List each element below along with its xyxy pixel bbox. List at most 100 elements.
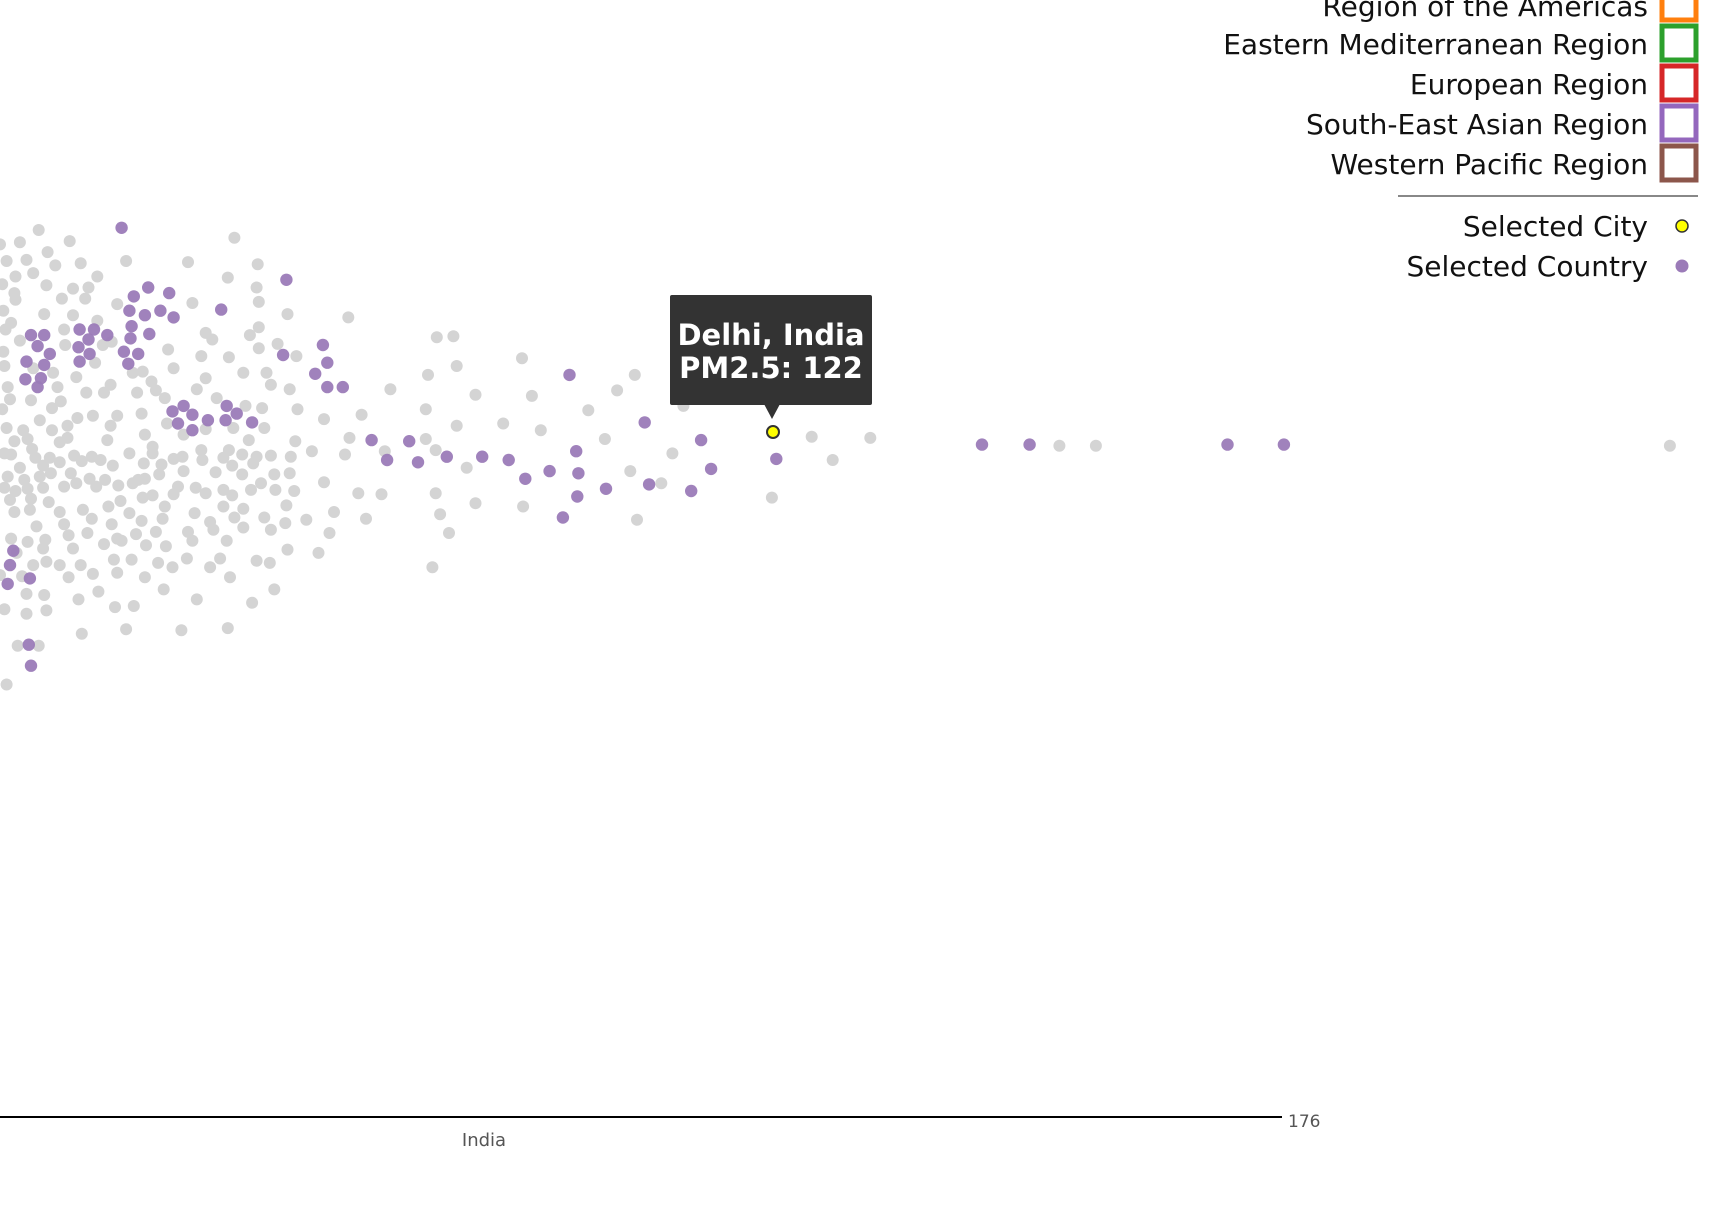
city-point-260[interactable] — [443, 527, 455, 539]
country-city-point-2[interactable] — [127, 290, 140, 303]
city-point-265[interactable] — [115, 534, 128, 547]
city-point-15[interactable] — [9, 270, 22, 283]
city-point-207[interactable] — [25, 492, 37, 505]
city-point-7[interactable] — [20, 253, 33, 266]
city-point-141[interactable] — [29, 451, 42, 464]
city-point-38[interactable] — [0, 323, 12, 336]
city-point-150[interactable] — [236, 448, 249, 461]
city-point-44[interactable] — [206, 333, 219, 346]
city-point-211[interactable] — [146, 489, 159, 502]
country-city-point-60[interactable] — [975, 438, 989, 451]
city-point-199[interactable] — [255, 477, 267, 490]
city-point-90[interactable] — [210, 392, 223, 405]
city-point-107[interactable] — [104, 419, 117, 432]
city-point-28[interactable] — [111, 298, 124, 311]
country-city-point-36[interactable] — [19, 373, 32, 386]
city-point-268[interactable] — [186, 534, 199, 547]
city-point-186[interactable] — [0, 481, 11, 494]
city-point-172[interactable] — [1, 470, 14, 483]
country-city-point-69[interactable] — [599, 482, 613, 495]
city-point-204[interactable] — [624, 465, 637, 478]
city-point-40[interactable] — [243, 329, 256, 342]
city-point-5[interactable] — [41, 246, 54, 259]
city-point-274[interactable] — [74, 559, 87, 572]
city-point-43[interactable] — [162, 343, 175, 356]
city-point-63[interactable] — [628, 368, 641, 381]
city-point-110[interactable] — [227, 422, 240, 434]
city-point-127[interactable] — [101, 434, 114, 447]
city-point-83[interactable] — [384, 383, 397, 396]
city-point-9[interactable] — [251, 258, 264, 271]
city-point-86[interactable] — [4, 393, 16, 406]
city-point-305[interactable] — [40, 604, 53, 617]
city-point-18[interactable] — [40, 279, 53, 292]
city-point-60[interactable] — [167, 362, 180, 375]
city-point-182[interactable] — [209, 466, 222, 479]
city-point-119[interactable] — [598, 433, 611, 445]
city-point-270[interactable] — [281, 543, 294, 556]
city-point-66[interactable] — [104, 378, 117, 391]
city-point-178[interactable] — [99, 473, 112, 486]
city-point-258[interactable] — [264, 523, 277, 536]
city-point-68[interactable] — [145, 375, 158, 388]
city-point-277[interactable] — [152, 556, 165, 569]
city-point-8[interactable] — [74, 257, 87, 270]
country-city-point-29[interactable] — [43, 347, 56, 361]
city-point-242[interactable] — [258, 511, 271, 524]
country-city-point-48[interactable] — [245, 416, 259, 429]
city-point-33[interactable] — [342, 311, 355, 324]
country-city-point-24[interactable] — [276, 348, 290, 362]
city-point-181[interactable] — [177, 465, 190, 478]
country-city-point-55[interactable] — [411, 456, 425, 469]
city-point-294[interactable] — [38, 589, 51, 601]
city-point-67[interactable] — [136, 365, 149, 378]
city-point-273[interactable] — [53, 559, 66, 572]
legend-swatch-americas[interactable] — [1659, 0, 1699, 23]
city-point-102[interactable] — [86, 409, 99, 422]
city-point-289[interactable] — [166, 561, 179, 574]
city-point-248[interactable] — [21, 535, 34, 548]
country-city-point-73[interactable] — [7, 544, 20, 557]
city-point-106[interactable] — [61, 419, 74, 432]
city-point-52[interactable] — [290, 350, 303, 363]
country-city-point-74[interactable] — [3, 558, 17, 572]
city-point-187[interactable] — [9, 485, 22, 497]
city-point-195[interactable] — [138, 472, 151, 485]
city-point-230[interactable] — [434, 508, 447, 521]
city-point-267[interactable] — [159, 540, 172, 553]
city-point-292[interactable] — [263, 556, 276, 569]
city-point-73[interactable] — [1, 381, 14, 394]
city-point-148[interactable] — [195, 444, 208, 457]
country-city-point-37[interactable] — [31, 380, 44, 394]
city-point-210[interactable] — [136, 491, 149, 504]
city-point-165[interactable] — [137, 457, 150, 470]
city-point-10[interactable] — [49, 259, 62, 272]
country-city-point-52[interactable] — [694, 433, 708, 447]
city-point-271[interactable] — [312, 546, 325, 559]
city-point-55[interactable] — [0, 360, 11, 372]
country-city-point-17[interactable] — [124, 332, 137, 345]
city-point-287[interactable] — [111, 566, 124, 579]
city-point-250[interactable] — [62, 529, 75, 542]
city-point-88[interactable] — [54, 395, 67, 408]
city-point-89[interactable] — [158, 392, 171, 405]
city-point-62[interactable] — [516, 352, 528, 365]
country-city-point-62[interactable] — [1221, 438, 1234, 451]
city-point-303[interactable] — [0, 603, 11, 616]
city-point-134[interactable] — [419, 433, 432, 445]
country-city-point-70[interactable] — [571, 490, 584, 503]
city-point-266[interactable] — [140, 539, 152, 552]
city-point-118[interactable] — [805, 430, 818, 443]
country-city-point-13[interactable] — [87, 323, 101, 336]
city-point-234[interactable] — [30, 520, 43, 533]
country-city-point-61[interactable] — [1023, 438, 1036, 451]
country-city-point-75[interactable] — [1, 577, 14, 591]
city-point-138[interactable] — [1663, 439, 1676, 452]
city-point-27[interactable] — [186, 297, 199, 309]
country-city-point-56[interactable] — [440, 450, 453, 463]
city-point-231[interactable] — [469, 497, 482, 510]
city-point-296[interactable] — [92, 585, 105, 598]
city-point-2[interactable] — [13, 236, 26, 249]
country-city-point-32[interactable] — [309, 367, 322, 380]
city-point-58[interactable] — [89, 356, 102, 369]
